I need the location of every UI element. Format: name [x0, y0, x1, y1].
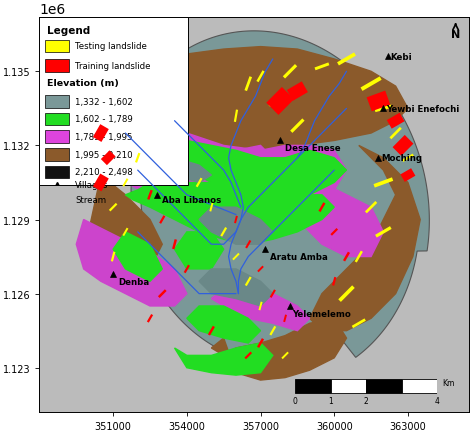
- Polygon shape: [338, 286, 355, 302]
- Polygon shape: [187, 306, 261, 343]
- Polygon shape: [93, 174, 109, 192]
- Polygon shape: [184, 265, 190, 273]
- Text: Aba Libanos: Aba Libanos: [162, 196, 221, 205]
- Polygon shape: [387, 113, 404, 129]
- Polygon shape: [402, 154, 414, 163]
- Polygon shape: [113, 232, 162, 282]
- Polygon shape: [111, 252, 116, 262]
- Polygon shape: [257, 339, 264, 348]
- Polygon shape: [310, 146, 420, 331]
- Polygon shape: [137, 141, 346, 200]
- Polygon shape: [196, 178, 202, 188]
- Polygon shape: [374, 105, 392, 113]
- Polygon shape: [120, 32, 429, 364]
- Polygon shape: [158, 289, 166, 298]
- Polygon shape: [258, 302, 263, 311]
- Polygon shape: [283, 65, 297, 79]
- Polygon shape: [122, 179, 128, 187]
- Polygon shape: [174, 343, 273, 375]
- Polygon shape: [245, 277, 252, 286]
- Polygon shape: [122, 228, 128, 237]
- Polygon shape: [337, 53, 356, 66]
- Polygon shape: [126, 183, 334, 245]
- Polygon shape: [319, 203, 326, 213]
- Polygon shape: [343, 252, 350, 262]
- Polygon shape: [118, 47, 408, 151]
- Polygon shape: [245, 77, 252, 92]
- Polygon shape: [355, 251, 363, 263]
- Polygon shape: [245, 352, 252, 359]
- Polygon shape: [392, 135, 413, 157]
- Polygon shape: [210, 203, 213, 212]
- Polygon shape: [147, 190, 153, 201]
- Polygon shape: [285, 183, 383, 257]
- Polygon shape: [89, 176, 162, 282]
- Polygon shape: [315, 63, 329, 71]
- Polygon shape: [290, 119, 305, 134]
- Polygon shape: [159, 216, 165, 224]
- Polygon shape: [375, 227, 392, 238]
- Polygon shape: [270, 289, 276, 298]
- Polygon shape: [101, 151, 116, 166]
- Polygon shape: [147, 314, 153, 323]
- Polygon shape: [211, 282, 310, 331]
- Polygon shape: [269, 326, 276, 336]
- Polygon shape: [93, 125, 109, 143]
- Polygon shape: [282, 352, 289, 359]
- Polygon shape: [208, 326, 215, 336]
- Polygon shape: [220, 227, 227, 237]
- Polygon shape: [234, 110, 238, 123]
- Polygon shape: [172, 240, 177, 250]
- Polygon shape: [352, 319, 366, 329]
- Polygon shape: [232, 253, 240, 261]
- Polygon shape: [245, 240, 251, 249]
- Polygon shape: [374, 178, 393, 188]
- Polygon shape: [234, 216, 238, 224]
- Text: Denba: Denba: [118, 277, 149, 286]
- Polygon shape: [390, 128, 402, 140]
- Polygon shape: [287, 82, 308, 102]
- Polygon shape: [367, 92, 390, 112]
- Polygon shape: [283, 315, 287, 322]
- Polygon shape: [150, 151, 211, 183]
- Text: Moching: Moching: [381, 154, 422, 163]
- Polygon shape: [257, 266, 264, 273]
- Text: Yewbi Enefochi: Yewbi Enefochi: [386, 105, 459, 114]
- Text: N: N: [451, 30, 460, 39]
- Polygon shape: [93, 126, 346, 208]
- Polygon shape: [330, 228, 338, 236]
- Polygon shape: [332, 277, 337, 286]
- Polygon shape: [256, 71, 264, 83]
- Text: Aratu Amba: Aratu Amba: [270, 253, 328, 261]
- Polygon shape: [211, 319, 346, 380]
- Polygon shape: [135, 153, 140, 163]
- Polygon shape: [83, 72, 150, 171]
- Polygon shape: [361, 77, 382, 92]
- Polygon shape: [174, 232, 224, 269]
- Text: Kebi: Kebi: [391, 53, 412, 62]
- Polygon shape: [199, 269, 273, 306]
- Polygon shape: [109, 204, 118, 212]
- Text: Desa Enese: Desa Enese: [285, 144, 341, 153]
- Polygon shape: [401, 169, 415, 182]
- Polygon shape: [76, 220, 187, 306]
- Polygon shape: [365, 201, 377, 214]
- Polygon shape: [199, 208, 273, 245]
- Polygon shape: [269, 96, 277, 108]
- Polygon shape: [199, 146, 273, 176]
- Text: Yelemelemo: Yelemelemo: [292, 309, 351, 318]
- Polygon shape: [266, 88, 294, 115]
